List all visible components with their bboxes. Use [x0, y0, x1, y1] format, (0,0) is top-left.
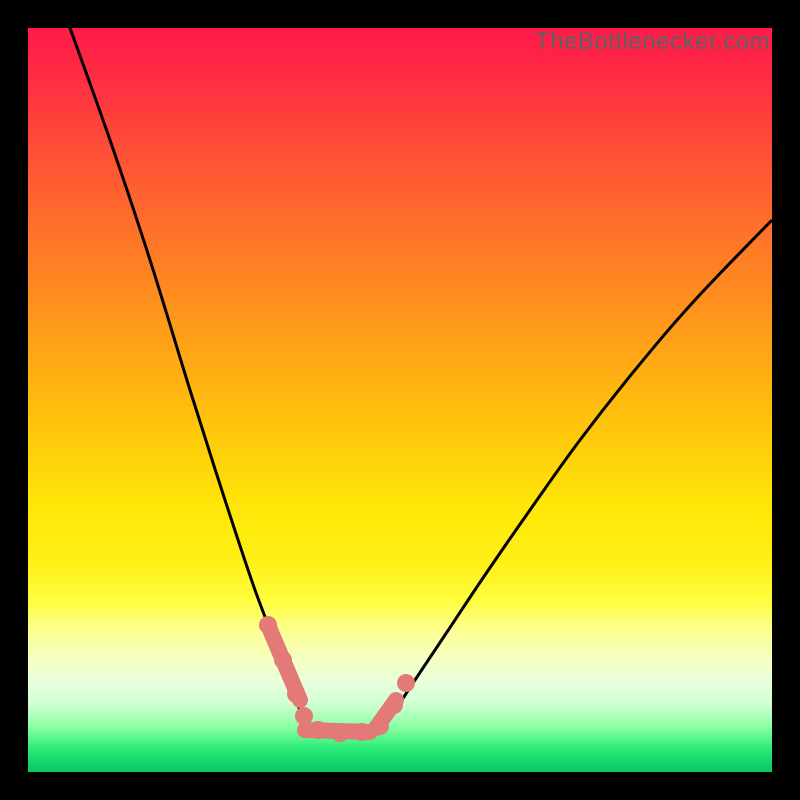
marker-dot [397, 674, 415, 692]
marker-segments [268, 625, 396, 732]
marker-dot [385, 696, 403, 714]
marker-dot [331, 724, 349, 742]
marker-dot [353, 723, 371, 741]
marker-dot [371, 717, 389, 735]
marker-dot [287, 685, 305, 703]
curve-right-branch [380, 220, 772, 728]
watermark-label: TheBottlenecker.com [535, 28, 770, 56]
marker-dot [259, 616, 277, 634]
marker-dot [295, 707, 313, 725]
marker-dot [274, 651, 292, 669]
plot-svg-overlay [0, 0, 800, 800]
marker-dot [309, 721, 327, 739]
